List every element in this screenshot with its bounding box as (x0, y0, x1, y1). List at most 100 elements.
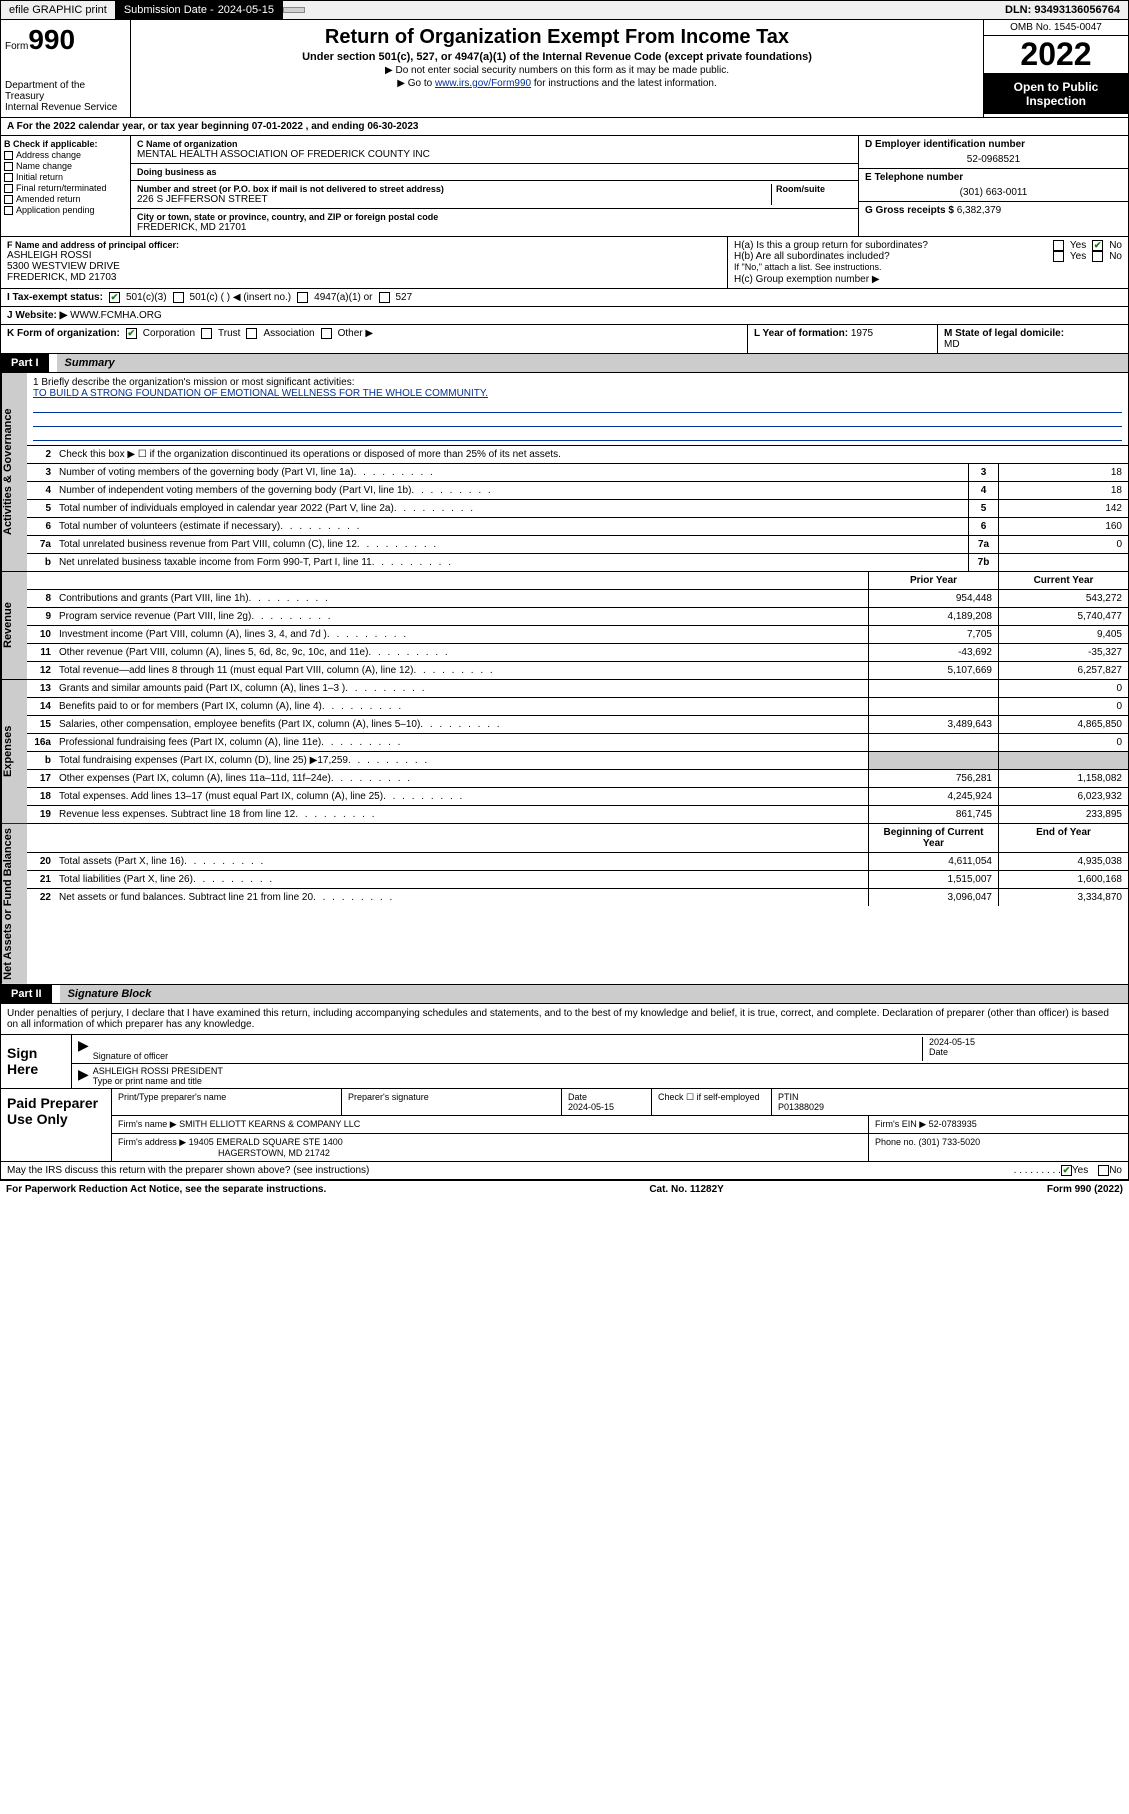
checkbox-icon (4, 206, 13, 215)
line-text: Contributions and grants (Part VIII, lin… (55, 590, 868, 607)
officer-label: F Name and address of principal officer: (7, 240, 721, 250)
line-number: 14 (27, 698, 55, 715)
line-value: 18 (998, 464, 1128, 481)
line-text: Net assets or fund balances. Subtract li… (55, 889, 868, 906)
line-text: Other revenue (Part VIII, column (A), li… (55, 644, 868, 661)
mission-label: 1 Briefly describe the organization's mi… (33, 377, 1122, 388)
chk-amended-return[interactable]: Amended return (4, 194, 127, 204)
hb-yes-checkbox[interactable] (1053, 251, 1064, 262)
line-value: 160 (998, 518, 1128, 535)
hb-yes: Yes (1070, 251, 1086, 262)
ha-no: No (1109, 240, 1122, 251)
vtab-revenue: Revenue (1, 572, 27, 679)
vtab-netassets: Net Assets or Fund Balances (1, 824, 27, 984)
paid-h2: Preparer's signature (341, 1089, 561, 1115)
paid-firm: Firm's name ▶ SMITH ELLIOTT KEARNS & COM… (111, 1116, 868, 1133)
col-boy: Beginning of Current Year (868, 824, 998, 852)
section-revenue: Revenue Prior Year Current Year 8 Contri… (0, 572, 1129, 680)
website-value: WWW.FCMHA.ORG (70, 310, 162, 321)
part1-title: Summary (57, 354, 1128, 372)
line-prior: 861,745 (868, 806, 998, 823)
mission-rule (33, 399, 1122, 413)
k-assoc-checkbox[interactable] (246, 328, 257, 339)
principal-officer: F Name and address of principal officer:… (1, 237, 728, 288)
i-501c-checkbox[interactable] (173, 292, 184, 303)
form-label: Form990 (5, 24, 126, 56)
line-number: 13 (27, 680, 55, 697)
open-to-public: Open to Public Inspection (984, 74, 1128, 114)
line-19: 19 Revenue less expenses. Subtract line … (27, 806, 1128, 823)
form-subtitle: Under section 501(c), 527, or 4947(a)(1)… (137, 51, 977, 63)
i-4947-checkbox[interactable] (297, 292, 308, 303)
part2-title: Signature Block (60, 985, 1128, 1003)
sig-officer-label: Signature of officer (93, 1051, 922, 1061)
footer-cat: Cat. No. 11282Y (649, 1184, 723, 1195)
k-o3: Association (263, 328, 314, 339)
discuss-no-checkbox[interactable] (1098, 1165, 1109, 1176)
form-header: Form990 Department of the Treasury Inter… (0, 20, 1129, 118)
sign-here-row: Sign Here ▶ Signature of officer 2024-05… (1, 1034, 1128, 1088)
discuss-yes-checkbox[interactable] (1061, 1165, 1072, 1176)
line-number: 15 (27, 716, 55, 733)
chk-name-change[interactable]: Name change (4, 161, 127, 171)
mission-text: TO BUILD A STRONG FOUNDATION OF EMOTIONA… (33, 388, 1122, 399)
k-o2: Trust (218, 328, 240, 339)
irs-link[interactable]: www.irs.gov/Form990 (435, 78, 531, 89)
line-ref: 7b (968, 554, 998, 571)
line-prior: 4,245,924 (868, 788, 998, 805)
line-ref: 3 (968, 464, 998, 481)
submission-date-cell: Submission Date - 2024-05-15 (116, 1, 283, 19)
k-corp-checkbox[interactable] (126, 328, 137, 339)
line-number: 5 (27, 500, 55, 517)
line-21: 21 Total liabilities (Part X, line 26) 1… (27, 871, 1128, 889)
dln-cell: DLN: 93493136056764 (997, 1, 1128, 19)
ha-yes-checkbox[interactable] (1053, 240, 1064, 251)
discuss-text: May the IRS discuss this return with the… (7, 1165, 1014, 1176)
section-ag: Activities & Governance 1 Briefly descri… (0, 373, 1129, 572)
k-label: K Form of organization: (7, 328, 120, 339)
line-text: Salaries, other compensation, employee b… (55, 716, 868, 733)
na-body: Beginning of Current Year End of Year 20… (27, 824, 1128, 984)
state-domicile: M State of legal domicile: MD (938, 325, 1128, 353)
note2-post: for instructions and the latest informat… (531, 78, 717, 89)
line-number: 19 (27, 806, 55, 823)
line-14: 14 Benefits paid to or for members (Part… (27, 698, 1128, 716)
line-current: 4,935,038 (998, 853, 1128, 870)
line-number: 11 (27, 644, 55, 661)
chk-final-return[interactable]: Final return/terminated (4, 183, 127, 193)
row-j: J Website: ▶ WWW.FCMHA.ORG (0, 307, 1129, 325)
line-22: 22 Net assets or fund balances. Subtract… (27, 889, 1128, 906)
line-15: 15 Salaries, other compensation, employe… (27, 716, 1128, 734)
ein-label: D Employer identification number (865, 139, 1122, 150)
street-label: Number and street (or P.O. box if mail i… (137, 184, 767, 194)
col-eoy: End of Year (998, 824, 1128, 852)
section-netassets: Net Assets or Fund Balances Beginning of… (0, 824, 1129, 985)
i-501c3-checkbox[interactable] (109, 292, 120, 303)
city-row: City or town, state or province, country… (131, 209, 858, 236)
ha-yes: Yes (1070, 240, 1086, 251)
k-trust-checkbox[interactable] (201, 328, 212, 339)
line-current: -35,327 (998, 644, 1128, 661)
line-ref: 6 (968, 518, 998, 535)
k-other-checkbox[interactable] (321, 328, 332, 339)
exp-body: 13 Grants and similar amounts paid (Part… (27, 680, 1128, 823)
hb-no-checkbox[interactable] (1092, 251, 1103, 262)
chk-address-change[interactable]: Address change (4, 150, 127, 160)
ha-no-checkbox[interactable] (1092, 240, 1103, 251)
line-5: 5 Total number of individuals employed i… (27, 500, 1128, 518)
toolbar-blank-button[interactable] (283, 7, 305, 13)
paid-fields: Print/Type preparer's name Preparer's si… (111, 1089, 1128, 1161)
chk-label: Name change (16, 161, 72, 171)
hc-line: H(c) Group exemption number ▶ (734, 274, 1122, 285)
omb-number: OMB No. 1545-0047 (984, 20, 1128, 36)
line-value: 0 (998, 536, 1128, 553)
website-row: J Website: ▶ WWW.FCMHA.ORG (1, 307, 1128, 324)
line-ref: 5 (968, 500, 998, 517)
chk-application-pending[interactable]: Application pending (4, 205, 127, 215)
i-527-checkbox[interactable] (379, 292, 390, 303)
signature-block: Under penalties of perjury, I declare th… (0, 1004, 1129, 1162)
line-number: 2 (27, 446, 55, 463)
line-prior: 4,611,054 (868, 853, 998, 870)
hb-note: If "No," attach a list. See instructions… (734, 262, 1122, 272)
chk-initial-return[interactable]: Initial return (4, 172, 127, 182)
